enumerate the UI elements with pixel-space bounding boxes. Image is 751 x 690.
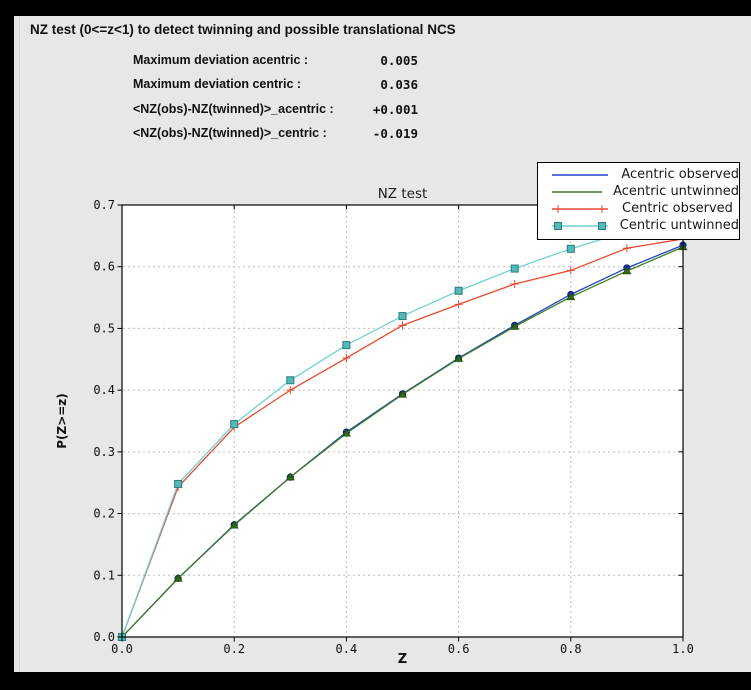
marker-square-centric-untwinned: [230, 420, 239, 429]
marker-square-centric-untwinned: [342, 341, 351, 350]
marker-triangle-acentric-untwinned: [173, 573, 183, 582]
legend-label: Acentric observed: [621, 167, 739, 182]
legend-item-centric-untwinned: Centric untwinned: [538, 217, 739, 234]
marker-square-centric-untwinned: [398, 312, 407, 321]
x-axis-label: Z: [398, 652, 407, 667]
x-tick-label: 0.8: [560, 642, 582, 656]
y-tick-label: 0.1: [93, 568, 115, 582]
stat-label: Maximum deviation acentric :: [133, 53, 309, 67]
legend-square-marker: [598, 221, 606, 230]
legend-square-marker: [554, 221, 562, 230]
x-tick-label: 0.4: [336, 642, 358, 656]
marker-plus-centric-observed: [398, 321, 407, 330]
plot-background: [122, 205, 683, 637]
marker-triangle-acentric-untwinned: [566, 292, 576, 301]
x-tick-label: 0.2: [223, 642, 245, 656]
chart-title: NZ test: [378, 186, 428, 202]
y-axis-label: P(Z>=z): [55, 393, 69, 449]
stat-row: Maximum deviation acentric : 0.005: [133, 53, 418, 68]
stat-value: 0.036: [380, 77, 418, 92]
x-tick-label: 0.6: [448, 642, 470, 656]
marker-triangle-acentric-untwinned: [341, 428, 351, 437]
marker-triangle-acentric-untwinned: [622, 266, 632, 275]
y-tick-label: 0.7: [93, 198, 115, 212]
marker-plus-centric-observed: [510, 279, 519, 288]
legend-plus-marker: [598, 204, 606, 213]
stat-value: 0.005: [380, 53, 418, 68]
stat-value: +0.001: [372, 102, 418, 117]
legend-label: Centric untwinned: [619, 218, 739, 233]
marker-square-centric-untwinned: [174, 479, 183, 488]
legend-swatch-centric-untwinned: [552, 221, 608, 230]
y-tick-label: 0.2: [93, 507, 115, 521]
y-tick-label: 0.6: [93, 260, 115, 274]
plot-frame: [121, 204, 684, 638]
section-title: NZ test (0<=z<1) to detect twinning and …: [30, 22, 456, 37]
stat-row: <NZ(obs)-NZ(twinned)>_centric : -0.019: [133, 126, 418, 141]
marker-plus-centric-observed: [622, 244, 631, 253]
y-tick-label: 0.0: [93, 630, 115, 644]
legend-item-acentric-observed: Acentric observed: [538, 166, 739, 183]
legend-label: Acentric untwinned: [613, 184, 739, 199]
marker-triangle-acentric-untwinned: [285, 472, 295, 481]
panel-left-edge: [19, 16, 20, 672]
chart-legend: Acentric observed Acentric untwinned Centr…: [537, 162, 740, 240]
marker-triangle-acentric-untwinned: [454, 354, 464, 362]
marker-plus-centric-observed: [454, 300, 463, 309]
marker-triangle-acentric-untwinned: [398, 389, 407, 398]
marker-square-centric-untwinned: [454, 286, 463, 295]
stat-label: <NZ(obs)-NZ(twinned)>_acentric :: [133, 102, 334, 116]
stat-row: Maximum deviation centric : 0.036: [133, 77, 418, 92]
legend-swatch-centric-observed: [552, 204, 608, 213]
y-tick-label: 0.3: [93, 445, 115, 459]
marker-plus-centric-observed: [286, 386, 295, 395]
legend-plus-marker: [554, 204, 562, 213]
x-tick-label: 1.0: [672, 642, 694, 656]
marker-square-centric-untwinned: [566, 244, 575, 253]
marker-square-centric-untwinned: [510, 264, 519, 273]
legend-item-acentric-untwinned: Acentric untwinned: [538, 183, 739, 200]
legend-swatch-acentric-untwinned: [552, 190, 603, 193]
marker-plus-centric-observed: [566, 266, 575, 275]
stat-row: <NZ(obs)-NZ(twinned)>_acentric : +0.001: [133, 102, 418, 117]
stat-label: Maximum deviation centric :: [133, 77, 302, 91]
legend-swatch-acentric-observed: [552, 173, 608, 176]
marker-square-centric-untwinned: [286, 376, 295, 385]
marker-triangle-acentric-untwinned: [229, 520, 239, 529]
x-tick-label: 0.0: [111, 642, 133, 656]
legend-label: Centric observed: [622, 201, 733, 216]
y-tick-label: 0.5: [93, 321, 115, 335]
marker-triangle-acentric-untwinned: [510, 321, 520, 330]
marker-plus-centric-observed: [342, 354, 351, 363]
y-tick-label: 0.4: [93, 383, 115, 397]
stat-value: -0.019: [372, 126, 418, 141]
stat-label: <NZ(obs)-NZ(twinned)>_centric :: [133, 126, 327, 140]
legend-item-centric-observed: Centric observed: [538, 200, 739, 217]
